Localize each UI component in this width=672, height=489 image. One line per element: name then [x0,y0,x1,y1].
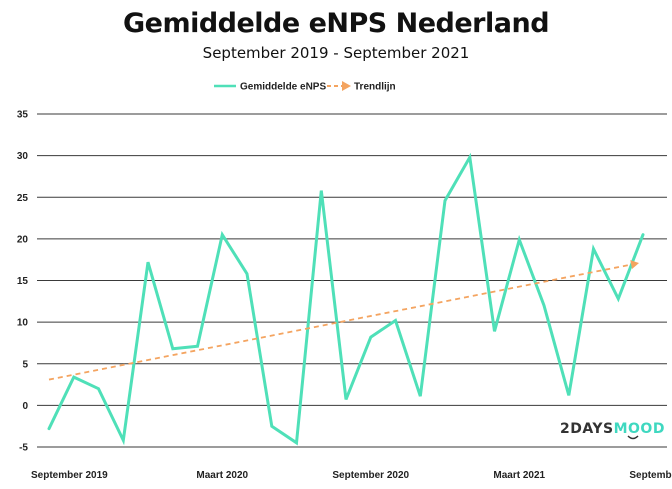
brand-logo: 2DAYSMOOD [560,421,665,440]
x-tick-label: September 2019 [31,470,108,481]
legend-label-trend: Trendlijn [354,82,396,93]
y-tick-label: 25 [17,193,29,204]
trend-arrowhead [630,260,639,269]
x-tick-label: September 2020 [332,470,409,481]
brand-part-1: 2DAYS [560,421,614,437]
y-axis: -5 0 5 10 15 20 25 30 35 [17,110,29,454]
y-tick-label: 20 [17,234,29,245]
y-tick-label: -5 [19,443,28,454]
y-tick-label: 5 [22,359,28,370]
x-tick-label: Maart 2020 [196,470,248,481]
y-tick-label: 0 [22,401,28,412]
chart-title: Gemiddelde eNPS Nederland [122,8,550,39]
brand-part-2: MOOD [614,421,665,437]
x-tick-label: Maart 2021 [493,470,545,481]
series [47,152,645,446]
legend-label-enps: Gemiddelde eNPS [240,82,326,93]
y-tick-label: 30 [17,151,29,162]
x-axis: September 2019 Maart 2020 September 2020 Ma… [31,470,672,481]
grid [37,113,667,448]
y-tick-label: 15 [17,276,29,287]
series-line-enps [47,152,645,446]
chart-subtitle: September 2019 - September 2021 [202,44,470,62]
svg-text:2DAYSMOOD: 2DAYSMOOD [560,421,665,437]
brand-smile-icon [627,435,639,440]
legend: Gemiddelde eNPS Trendlijn [214,81,396,93]
y-tick-label: 35 [17,110,29,121]
x-tick-label: September 2021 [629,470,672,481]
legend-arrow-icon [342,81,351,91]
y-tick-label: 10 [17,318,29,329]
